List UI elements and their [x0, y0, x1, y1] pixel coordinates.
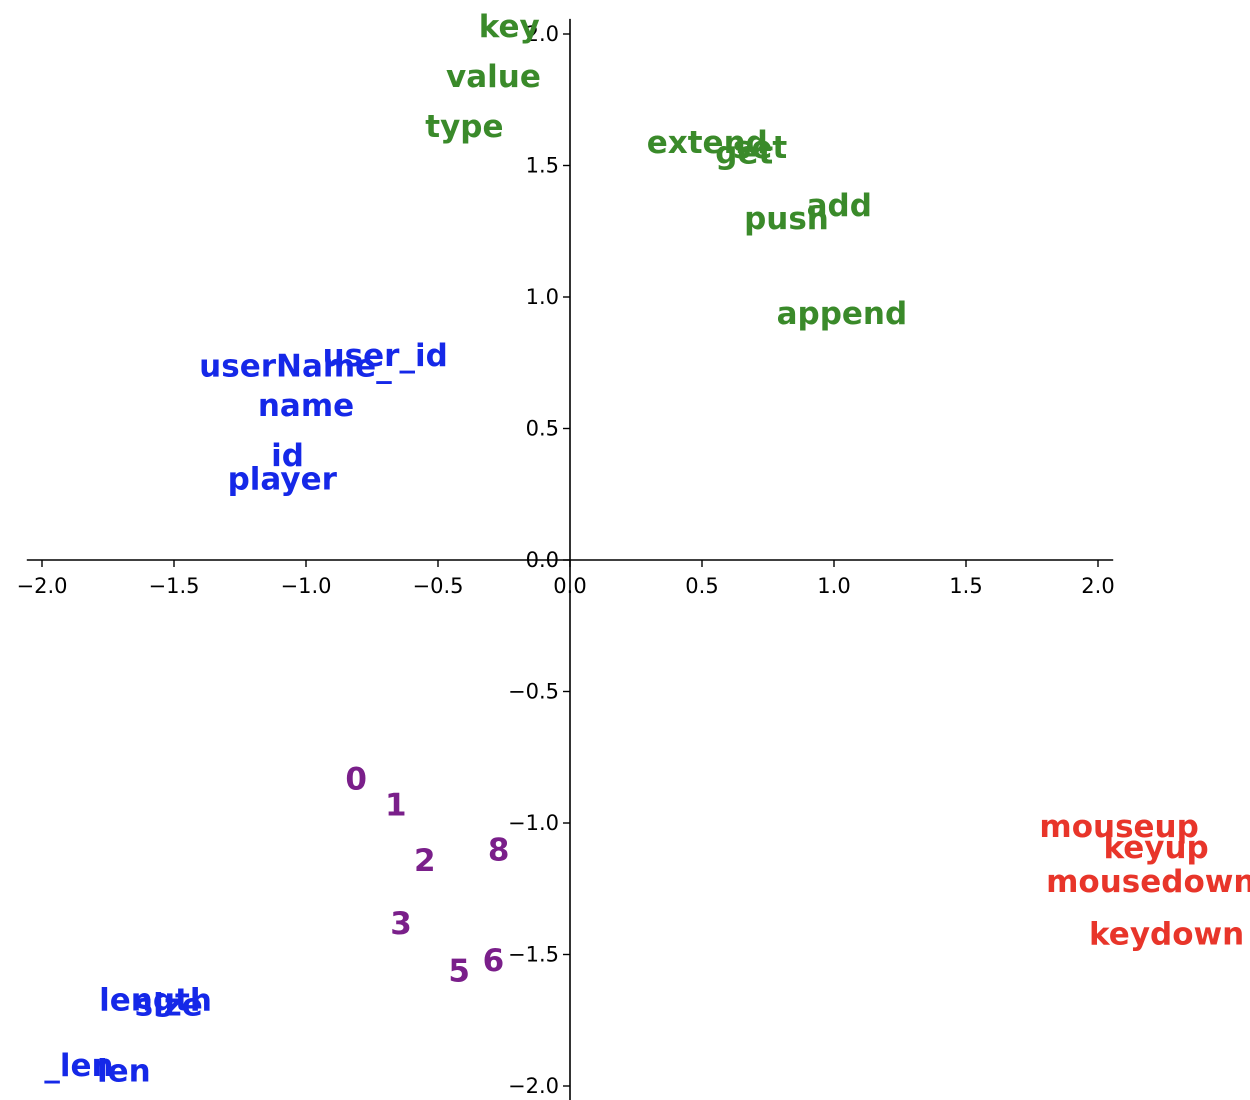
- word-label-userName: userName_: [199, 349, 392, 385]
- word-label-id: id: [271, 438, 304, 474]
- word-label-len: _len: [44, 1048, 113, 1084]
- y-tick-label: 1.0: [526, 285, 559, 309]
- word-label-keydown: keydown: [1089, 917, 1244, 953]
- word-label-len: len: [97, 1053, 151, 1089]
- word-label-mousedown: mousedown: [1046, 864, 1250, 900]
- word-label-add: add: [807, 188, 872, 224]
- axes: −2.0 −1.5 −1.0 −0.5 0.0 0.5 1.0 1.5 2.0 −2.0 −1.5 −…: [17, 18, 1115, 1100]
- word-label-0: 0: [345, 761, 367, 797]
- word-label-get: get: [715, 135, 773, 171]
- word-label-append: append: [777, 296, 908, 332]
- y-tick-label: −2.0: [508, 1074, 559, 1098]
- word-label-mouseup: mouseup: [1039, 809, 1198, 845]
- x-tick-label: −1.0: [281, 574, 332, 598]
- y-tick-label: −1.5: [508, 943, 559, 967]
- word-label-keyup: keyup: [1103, 830, 1208, 866]
- word-label-5: 5: [448, 953, 470, 989]
- word-label-1: 1: [385, 788, 407, 824]
- word-label-3: 3: [390, 906, 412, 942]
- y-tick-label: 2.0: [526, 22, 559, 46]
- word-label-key: key: [479, 9, 540, 45]
- x-tick-label: −1.5: [149, 574, 200, 598]
- word-label-user-id: user_id: [323, 338, 448, 374]
- word-label-length: length: [99, 982, 212, 1018]
- word-label-player: player: [228, 462, 338, 498]
- word-label-name: name: [258, 388, 354, 424]
- x-tick-label: 1.0: [817, 574, 850, 598]
- y-tick-label: 0.5: [526, 417, 559, 441]
- word-label-extend: extend: [647, 125, 768, 161]
- x-tick-label: −2.0: [17, 574, 68, 598]
- y-tick-label: 1.5: [526, 154, 559, 178]
- x-tick-label: 1.5: [949, 574, 982, 598]
- y-tick-label: 0.0: [526, 548, 559, 572]
- word-label-size: size: [135, 988, 203, 1024]
- word-label-2: 2: [414, 843, 436, 879]
- x-tick-label: 0.0: [553, 574, 586, 598]
- x-tick-label: 2.0: [1081, 574, 1114, 598]
- word-label-value: value: [446, 59, 541, 95]
- y-tick-label: −1.0: [508, 811, 559, 835]
- word-label-type: type: [425, 109, 503, 145]
- x-tick-label: 0.5: [685, 574, 718, 598]
- y-tick-label: −0.5: [508, 680, 559, 704]
- word-label-6: 6: [483, 943, 505, 979]
- word-label-push: push: [744, 201, 829, 237]
- word-label-set: set: [733, 130, 787, 166]
- word-label-8: 8: [488, 832, 510, 868]
- x-tick-label: −0.5: [413, 574, 464, 598]
